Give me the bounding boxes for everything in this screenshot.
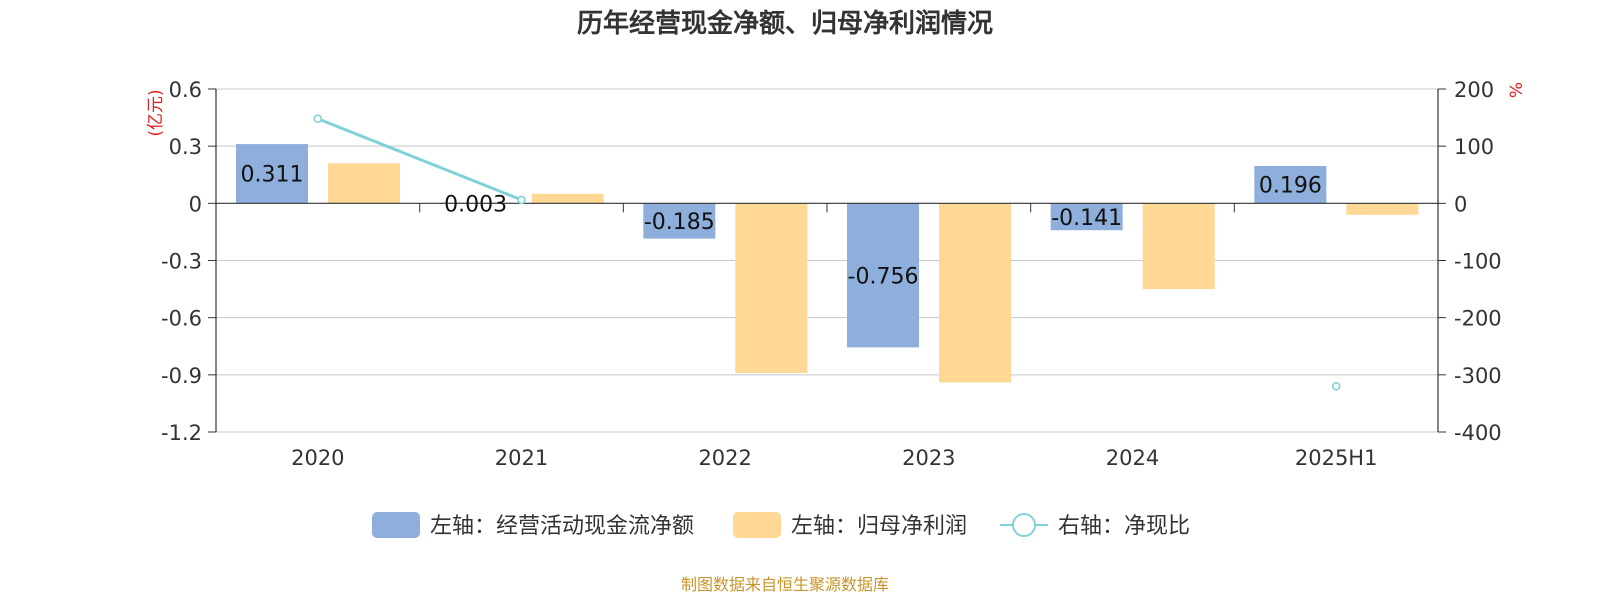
legend-marker <box>1012 513 1036 537</box>
right-tick-label: -200 <box>1454 307 1502 331</box>
bar <box>643 203 716 239</box>
line-point <box>517 195 526 205</box>
right-tick-label: 100 <box>1454 135 1494 159</box>
bar <box>1142 203 1215 290</box>
left-tick-label: -0.3 <box>161 250 202 274</box>
bar <box>236 144 308 204</box>
line-point <box>1331 381 1341 391</box>
legend-label: 左轴：归母净利润 <box>791 514 967 539</box>
chart-title: 历年经营现金净额、归母净利润情况 <box>577 8 993 39</box>
bar <box>1050 203 1123 231</box>
right-tick-label: -400 <box>1454 421 1502 445</box>
bar <box>847 203 919 348</box>
data-label: -0.756 <box>848 264 919 289</box>
data-label: -0.185 <box>644 210 715 235</box>
left-tick-label: 0 <box>189 192 202 216</box>
right-tick-label: 0 <box>1454 192 1467 216</box>
x-tick-label: 2023 <box>902 446 955 470</box>
data-label: -0.141 <box>1051 206 1122 231</box>
legend-swatch <box>733 512 781 538</box>
right-tick-label: -300 <box>1454 364 1502 388</box>
bar <box>1254 165 1327 204</box>
line-segment <box>317 117 523 202</box>
left-tick-label: -0.9 <box>161 364 202 388</box>
left-tick-label: 0.3 <box>169 135 202 159</box>
legend-swatch <box>372 512 420 538</box>
bar <box>939 203 1011 383</box>
grid <box>216 88 1438 433</box>
data-label: 0.003 <box>444 192 507 217</box>
line-point <box>313 114 323 124</box>
bar <box>735 203 808 373</box>
bar <box>1346 203 1419 215</box>
source-note: 制图数据来自恒生聚源数据库 <box>681 575 889 594</box>
bars <box>236 144 1419 383</box>
left-tick-label: 0.6 <box>169 78 202 102</box>
data-label: 0.196 <box>1259 174 1322 199</box>
legend: 左轴：经营活动现金流净额 左轴：归母净利润 右轴：净现比 <box>372 512 1190 539</box>
data-label: 0.311 <box>241 163 304 188</box>
x-tick-label: 2021 <box>495 446 548 470</box>
x-tick-label: 2024 <box>1106 446 1159 470</box>
line-series <box>313 114 1341 391</box>
x-tick-label: 2020 <box>291 446 344 470</box>
legend-label: 右轴：净现比 <box>1058 514 1190 539</box>
x-tick-label: 2025H1 <box>1295 446 1378 470</box>
bar <box>328 163 400 204</box>
x-tick-label: 2022 <box>698 446 751 470</box>
right-tick-label: -100 <box>1454 250 1502 274</box>
right-tick-label: 200 <box>1454 78 1494 102</box>
legend-label: 左轴：经营活动现金流净额 <box>430 514 694 539</box>
bar <box>531 193 604 204</box>
left-axis-unit: (亿元) <box>146 89 166 136</box>
left-tick-label: -0.6 <box>161 307 202 331</box>
left-tick-label: -1.2 <box>161 421 202 445</box>
axes: 0.6 0.3 0 -0.3 -0.6 -0.9 -1.2 200 100 0 -100 -200 -3… <box>161 78 1502 470</box>
right-axis-unit: % <box>1507 82 1527 98</box>
data-labels: 0.311 0.003 -0.185 -0.756 -0.141 0.196 <box>241 163 1322 290</box>
